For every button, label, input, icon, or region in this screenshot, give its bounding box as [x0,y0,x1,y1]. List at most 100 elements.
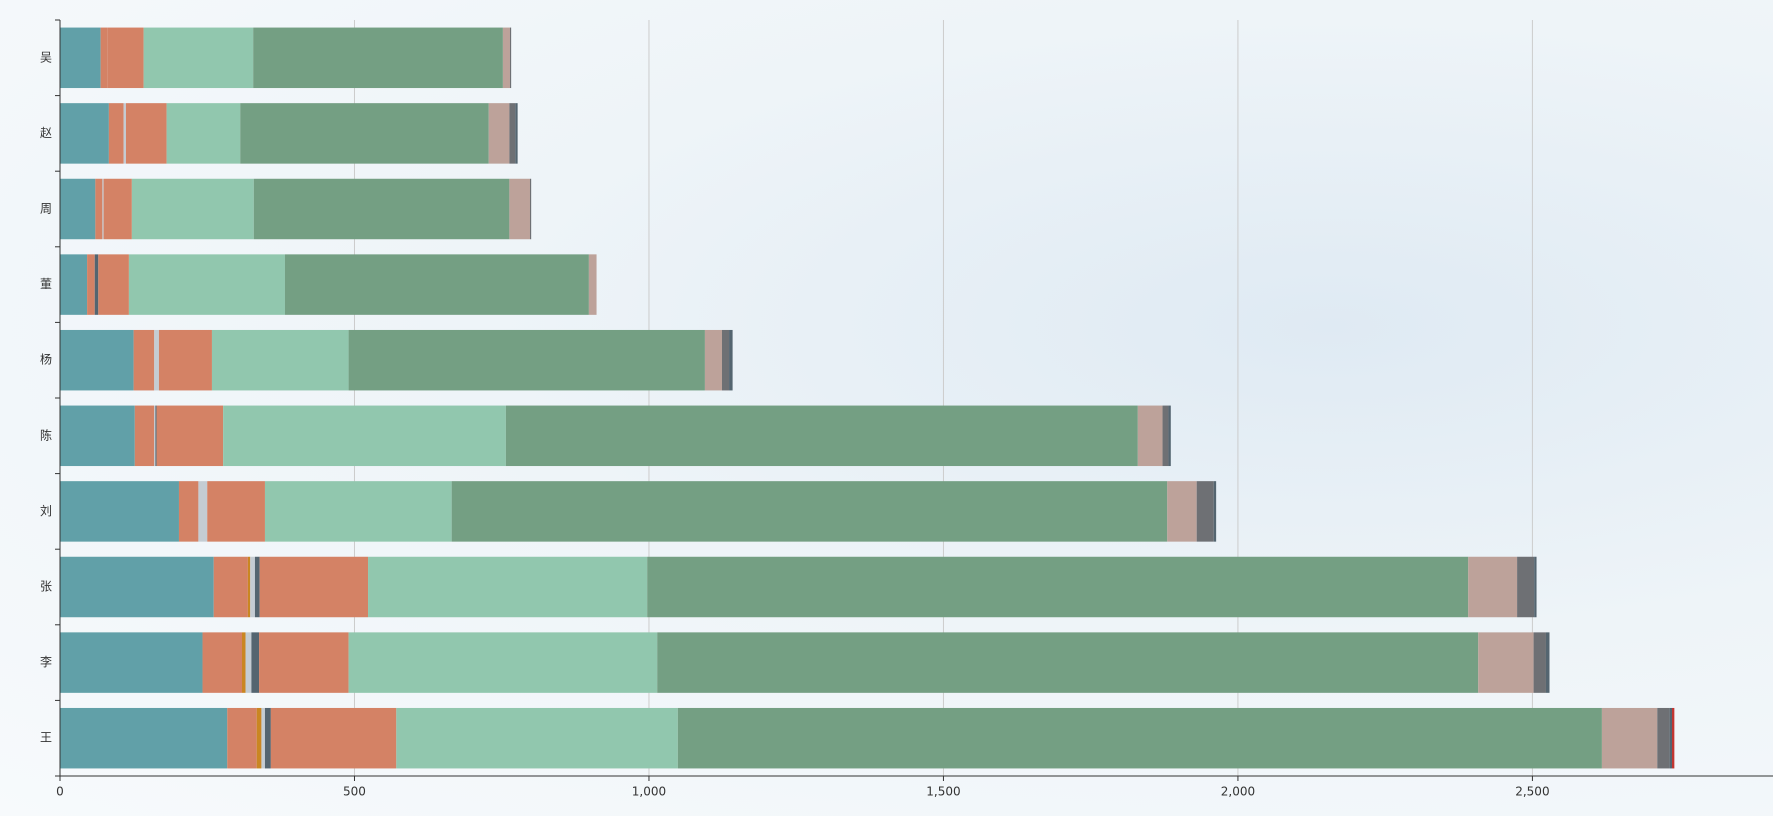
x-tick-label: 1,000 [632,785,666,799]
y-tick-label: 陈 [40,427,52,442]
bar-segment [502,27,510,89]
bar-segment [270,707,397,769]
bar-segment [60,178,96,240]
bar-segment [729,329,733,391]
bar-segment [1545,632,1550,693]
bar-segment [1601,707,1658,769]
bar-segment [1478,632,1534,693]
bar-segment [647,556,1469,618]
x-tick-label: 1,500 [926,785,960,799]
x-tick-label: 2,000 [1221,785,1255,799]
bar-segment [721,329,730,391]
bar-segment [488,103,510,164]
bar-segment [60,103,109,164]
bar-segment [95,178,103,240]
y-tick-label: 杨 [40,352,52,367]
bar-segment [677,707,1602,769]
bar-segment [240,103,489,164]
y-tick-label: 周 [40,202,52,216]
bar-segment [60,27,101,89]
bar-segment [261,707,265,769]
bar-segment [128,254,285,315]
bar-segment [1669,707,1672,769]
bar-segment [131,178,254,240]
y-tick-label: 王 [40,731,52,745]
bar-segment [156,405,224,467]
bar-segment [515,103,518,164]
bar-segment [657,632,1479,693]
y-tick-label: 赵 [40,126,52,140]
bar-segment [1533,632,1546,693]
x-tick-label: 500 [343,785,366,799]
bar-segment [348,632,658,693]
bar-segment [107,27,144,89]
bar-segment [509,103,516,164]
bar-segment [207,481,265,542]
bar-segment [253,178,510,240]
bar-segment [348,329,705,391]
bar-segment [211,329,349,391]
bar-segment [1196,481,1214,542]
bar-segment [509,178,530,240]
bar-segment [505,405,1138,467]
bar-segment [1168,405,1171,467]
bar-segment [1213,481,1217,542]
bar-segment [284,254,589,315]
bar-segment [259,556,369,618]
bar-segment [155,405,157,467]
y-tick-label: 董 [40,277,52,291]
bar-segment [108,103,124,164]
bar-segment [60,405,135,467]
bar-segment [588,254,597,315]
bar-segment [368,556,648,618]
bar-segment [100,27,108,89]
bar-segment [227,707,257,769]
bar-segment [253,27,503,89]
bar-segment [704,329,722,391]
bar-segment [1517,556,1535,618]
bar-segment [125,103,167,164]
y-tick-label: 刘 [40,504,52,518]
bar-segment [166,103,241,164]
bar-segment [154,405,156,467]
x-tick-label: 2,500 [1515,785,1549,799]
bar-segment [154,329,159,391]
bar-segment [158,329,212,391]
bar-segment [133,329,155,391]
bar-segment [60,632,203,693]
bar-segment [529,178,532,240]
bar-segment [1137,405,1163,467]
bar-segment [264,481,452,542]
bar-segment [60,254,88,315]
bar-segment [143,27,254,89]
bar-segment [60,481,179,542]
bar-segment [1534,556,1537,618]
bar-segment [254,556,260,618]
bar-segment [396,707,678,769]
y-tick-label: 吴 [40,50,52,64]
bar-segment [250,556,255,618]
bar-segment [102,178,104,240]
bar-segment [87,254,95,315]
bar-segment [1167,481,1197,542]
bar-segment [98,254,129,315]
bar-segment [103,178,132,240]
bar-segment [1468,556,1518,618]
bar-segment [1162,405,1169,467]
y-tick-label: 李 [40,654,52,669]
x-tick-label: 0 [56,785,64,799]
bar-segment [60,329,134,391]
y-tick-label: 张 [40,580,52,594]
bar-segment [178,481,199,542]
bar-segment [94,254,99,315]
bar-segment [1657,707,1670,769]
bar-segment [223,405,506,467]
bar-segment [451,481,1168,542]
bar-segment [247,556,251,618]
bar-segment [123,103,126,164]
bar-segment [213,556,248,618]
bar-segment [509,27,512,89]
bar-segment [1671,707,1675,769]
